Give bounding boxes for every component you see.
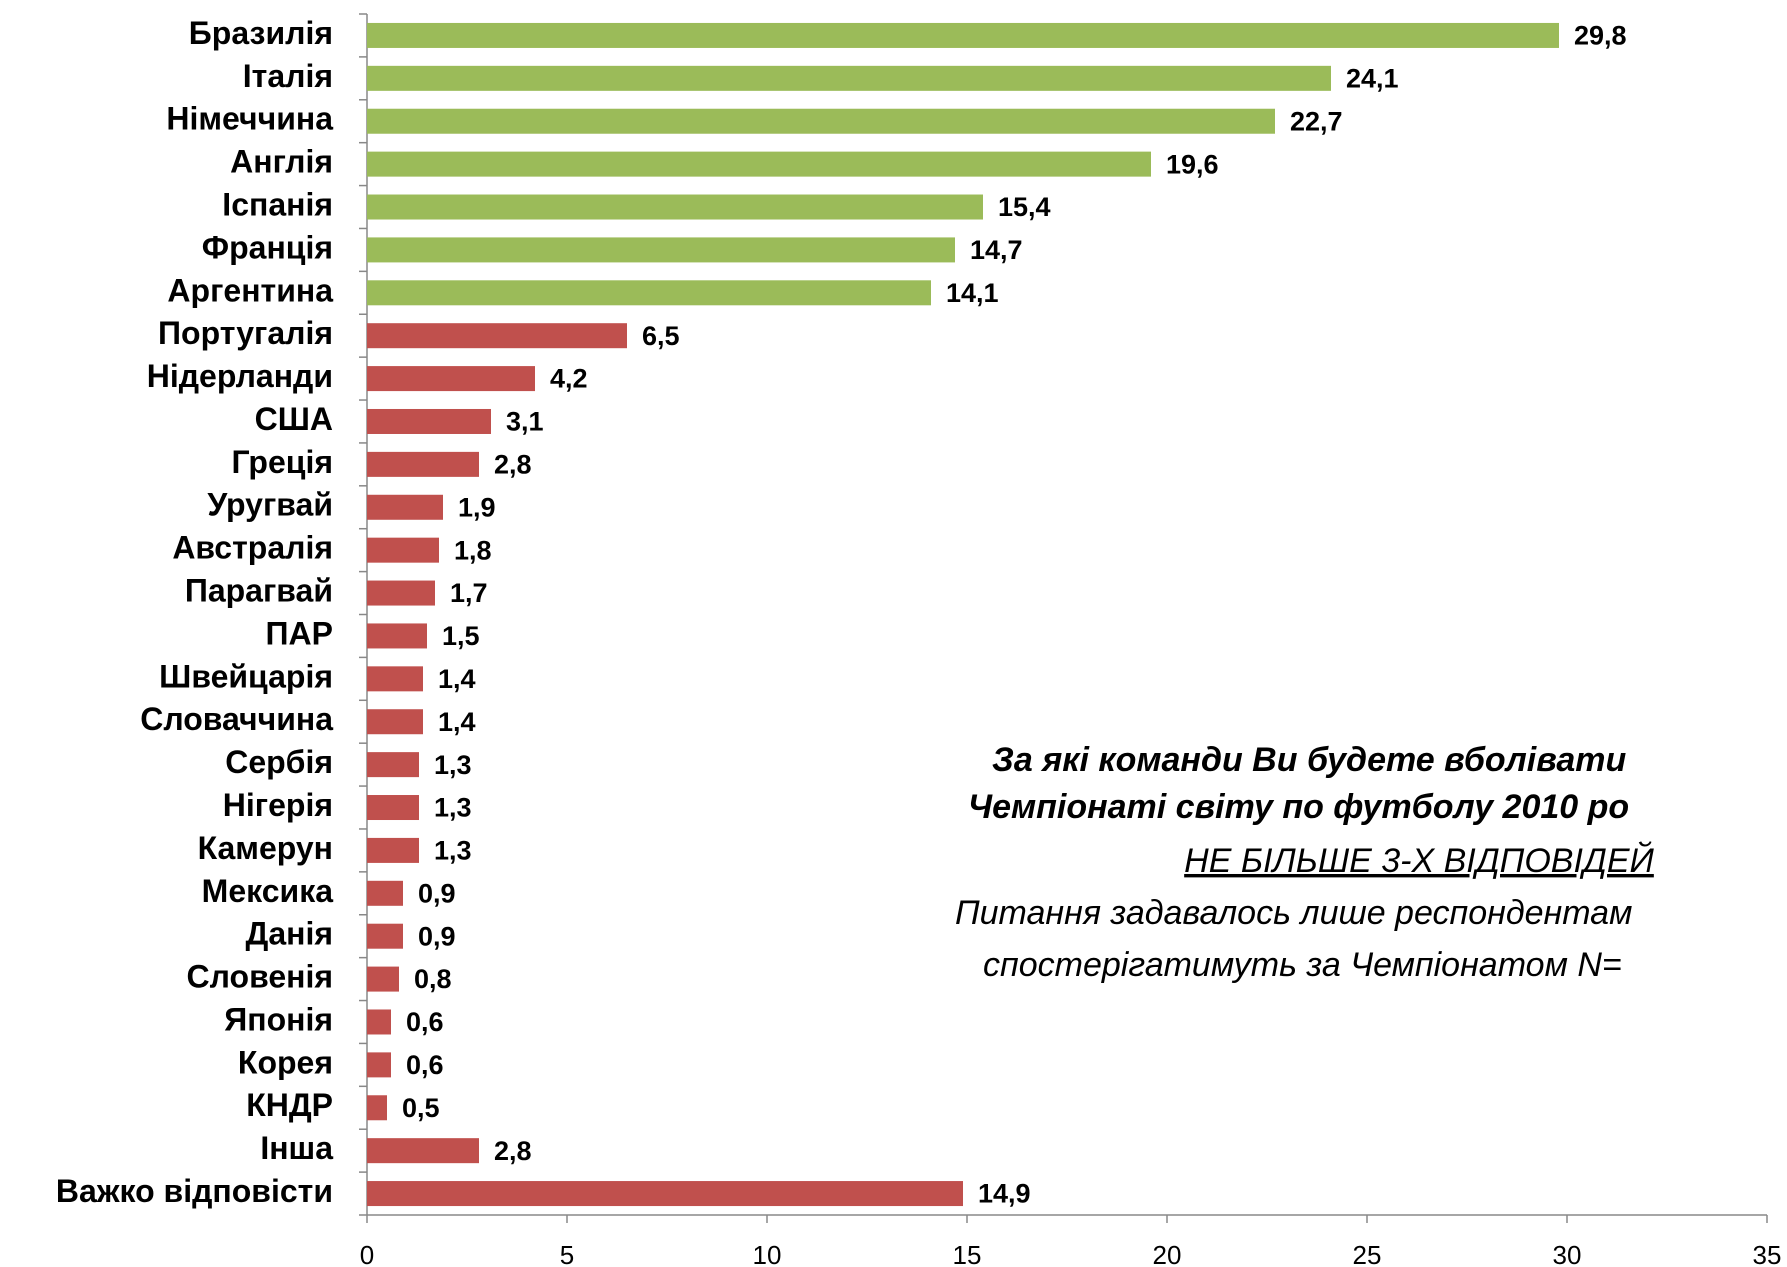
y-tick-label: Корея xyxy=(238,1044,333,1080)
data-label: 1,8 xyxy=(454,535,492,565)
y-tick-label: Уругвай xyxy=(207,487,333,523)
bar xyxy=(367,451,479,477)
bar xyxy=(367,1138,479,1164)
y-tick-label: Японія xyxy=(224,1001,333,1037)
data-label: 19,6 xyxy=(1166,149,1219,179)
bar xyxy=(367,280,931,306)
bar xyxy=(367,151,1151,177)
y-tick-label: Важко відповісти xyxy=(56,1173,333,1209)
x-tick-label: 20 xyxy=(1153,1240,1182,1267)
data-label: 14,9 xyxy=(978,1179,1031,1209)
bar xyxy=(367,623,427,649)
bar xyxy=(367,1009,391,1035)
y-tick-label: Аргентина xyxy=(167,272,333,308)
x-tick-label: 30 xyxy=(1553,1240,1582,1267)
annotation: Чемпіонаті світу по футболу 2010 ро xyxy=(968,788,1629,826)
bar xyxy=(367,837,419,863)
y-tick-label: Австралія xyxy=(172,530,333,566)
x-tick-label: 35 xyxy=(1753,1240,1782,1267)
x-tick-label: 5 xyxy=(560,1240,574,1267)
bar xyxy=(367,1181,963,1207)
bar xyxy=(367,880,403,906)
y-tick-label: Інша xyxy=(260,1130,333,1166)
data-label: 1,5 xyxy=(442,621,480,651)
bar xyxy=(367,795,419,821)
data-label: 3,1 xyxy=(506,407,544,437)
y-tick-label: Англія xyxy=(230,144,333,180)
bar xyxy=(367,494,443,520)
data-label: 4,2 xyxy=(550,364,588,394)
bar xyxy=(367,22,1559,48)
y-tick-label: ПАР xyxy=(266,615,333,651)
data-label: 2,8 xyxy=(494,1136,532,1166)
bar xyxy=(367,237,955,263)
bar xyxy=(367,323,627,349)
y-tick-label: Нігерія xyxy=(223,787,333,823)
bar xyxy=(367,1052,391,1078)
bar xyxy=(367,666,423,692)
bar xyxy=(367,966,399,992)
data-label: 0,8 xyxy=(414,964,452,994)
y-tick-label: Бразилія xyxy=(189,15,333,51)
y-tick-label: Італія xyxy=(243,58,333,94)
data-label: 1,7 xyxy=(450,578,488,608)
bar xyxy=(367,580,435,606)
bar xyxy=(367,408,491,434)
data-label: 1,4 xyxy=(438,664,476,694)
data-label: 24,1 xyxy=(1346,63,1399,93)
bar xyxy=(367,108,1275,134)
data-label: 1,4 xyxy=(438,707,476,737)
bar xyxy=(367,923,403,949)
bar xyxy=(367,709,423,735)
data-label: 1,9 xyxy=(458,492,496,522)
y-tick-label: Данія xyxy=(246,916,333,952)
data-label: 1,3 xyxy=(434,836,472,866)
data-label: 29,8 xyxy=(1574,21,1627,51)
y-tick-label: Камерун xyxy=(198,830,333,866)
data-label: 1,3 xyxy=(434,793,472,823)
data-label: 2,8 xyxy=(494,450,532,480)
bar xyxy=(367,752,419,778)
x-tick-label: 0 xyxy=(360,1240,374,1267)
y-tick-label: Швейцарія xyxy=(159,658,333,694)
data-label: 0,5 xyxy=(402,1093,440,1123)
x-tick-label: 15 xyxy=(953,1240,982,1267)
y-tick-label: КНДР xyxy=(246,1087,333,1123)
y-tick-label: США xyxy=(255,401,333,437)
y-tick-label: Сербія xyxy=(225,744,333,780)
bar xyxy=(367,537,439,563)
data-label: 0,6 xyxy=(406,1050,444,1080)
bar xyxy=(367,65,1331,91)
annotation: Питання задавалось лише респондентам xyxy=(955,894,1632,932)
y-tick-label: Парагвай xyxy=(185,573,333,609)
data-label: 22,7 xyxy=(1290,106,1343,136)
data-label: 15,4 xyxy=(998,192,1051,222)
annotation: спостерігатимуть за Чемпіонатом N= xyxy=(983,946,1622,984)
y-tick-label: Нідерланди xyxy=(147,358,333,394)
y-tick-label: Іспанія xyxy=(222,186,333,222)
annotation: За які команди Ви будете вболівати xyxy=(992,741,1626,779)
x-tick-label: 10 xyxy=(753,1240,782,1267)
data-label: 6,5 xyxy=(642,321,680,351)
data-label: 1,3 xyxy=(434,750,472,780)
y-tick-label: Німеччина xyxy=(166,101,333,137)
data-label: 0,9 xyxy=(418,878,456,908)
data-label: 14,7 xyxy=(970,235,1023,265)
annotation: НЕ БІЛЬШЕ 3-Х ВІДПОВІДЕЙ xyxy=(1184,841,1654,880)
data-label: 0,6 xyxy=(406,1007,444,1037)
y-tick-label: Греція xyxy=(232,444,334,480)
y-tick-label: Словаччина xyxy=(140,701,333,737)
bar xyxy=(367,366,535,392)
data-label: 14,1 xyxy=(946,278,999,308)
y-tick-label: Португалія xyxy=(158,315,333,351)
bar xyxy=(367,194,983,220)
bar xyxy=(367,1095,387,1121)
y-tick-label: Словенія xyxy=(187,959,334,995)
y-tick-label: Франція xyxy=(202,229,333,265)
data-label: 0,9 xyxy=(418,921,456,951)
x-tick-label: 25 xyxy=(1353,1240,1382,1267)
y-tick-label: Мексика xyxy=(202,873,334,909)
